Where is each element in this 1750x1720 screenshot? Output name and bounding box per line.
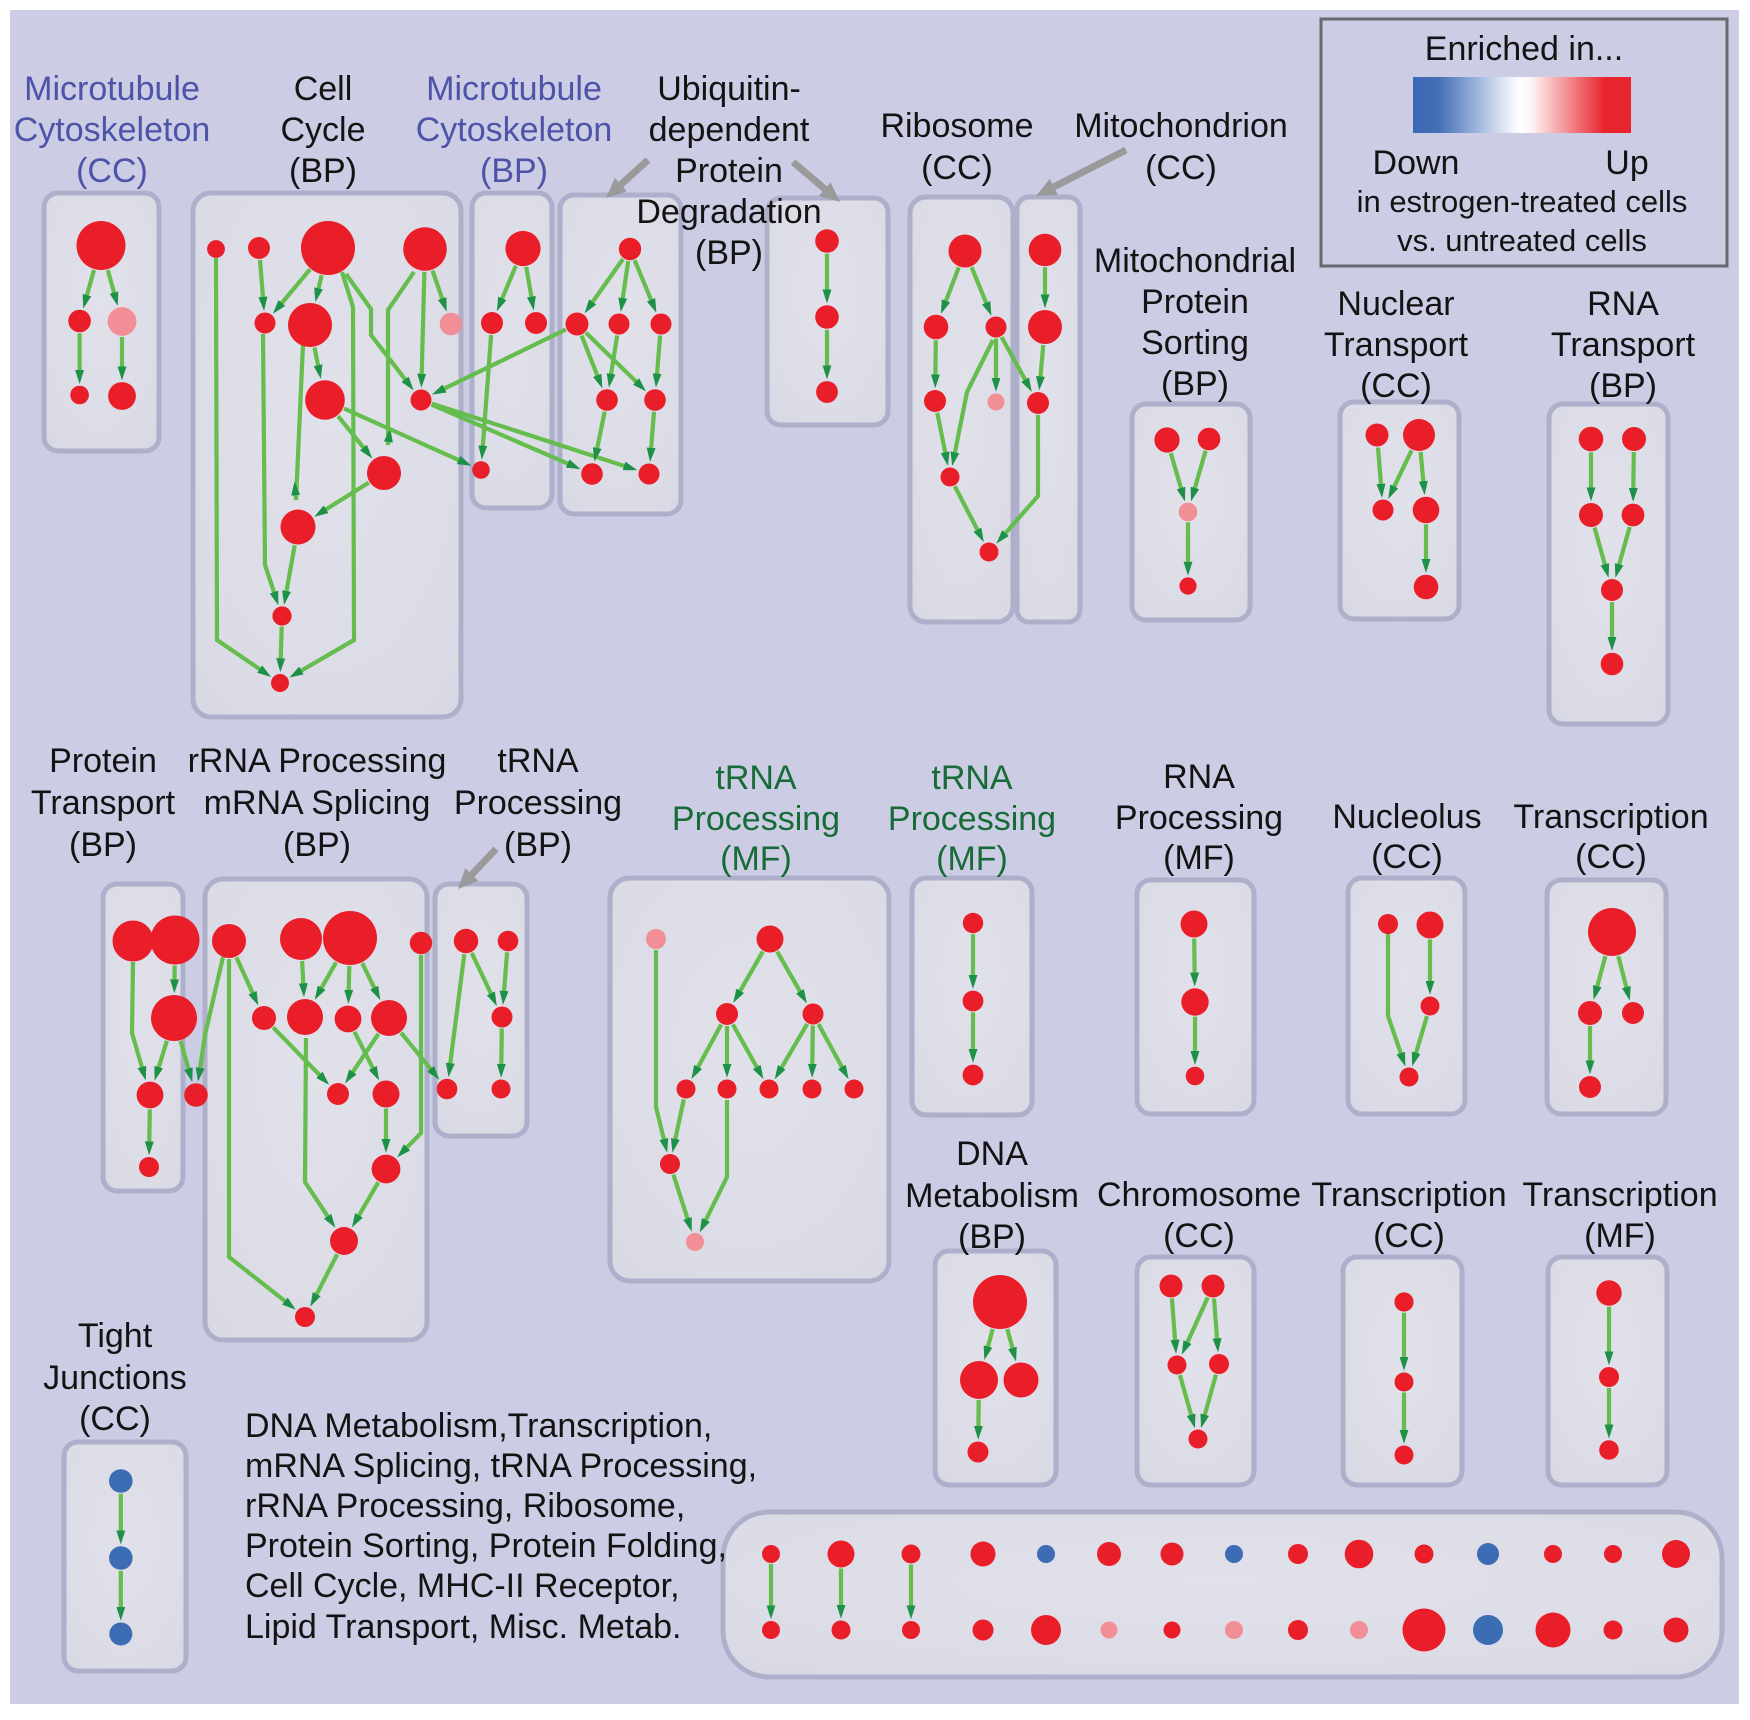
svg-text:Transcription: Transcription xyxy=(1513,798,1708,836)
svg-text:Down: Down xyxy=(1373,144,1460,182)
svg-text:(CC): (CC) xyxy=(1373,1217,1445,1255)
svg-text:Cell: Cell xyxy=(294,70,353,108)
svg-text:tRNA: tRNA xyxy=(497,742,579,780)
svg-text:Processing: Processing xyxy=(1115,799,1283,837)
svg-text:Mitochondrion: Mitochondrion xyxy=(1074,107,1288,145)
svg-text:Transport: Transport xyxy=(1551,326,1696,364)
svg-text:Cytoskeleton: Cytoskeleton xyxy=(416,111,613,149)
svg-text:(BP): (BP) xyxy=(695,234,763,272)
svg-text:Junctions: Junctions xyxy=(43,1359,187,1397)
svg-text:DNA Metabolism,Transcription,: DNA Metabolism,Transcription, xyxy=(245,1407,712,1445)
svg-text:Nuclear: Nuclear xyxy=(1337,285,1454,323)
svg-text:Microtubule: Microtubule xyxy=(24,70,200,108)
svg-text:mRNA Splicing: mRNA Splicing xyxy=(204,784,431,822)
svg-text:Protein: Protein xyxy=(49,742,157,780)
svg-text:(CC): (CC) xyxy=(921,149,993,187)
svg-text:(CC): (CC) xyxy=(1145,149,1217,187)
svg-text:Transport: Transport xyxy=(31,784,176,822)
svg-text:dependent: dependent xyxy=(649,111,810,149)
svg-text:Cytoskeleton: Cytoskeleton xyxy=(14,111,211,149)
svg-text:Mitochondrial: Mitochondrial xyxy=(1094,242,1296,280)
svg-text:Processing: Processing xyxy=(672,800,840,838)
svg-text:Lipid Transport, Misc. Metab.: Lipid Transport, Misc. Metab. xyxy=(245,1608,682,1646)
svg-text:(CC): (CC) xyxy=(79,1400,151,1438)
svg-text:Cell Cycle, MHC-II Receptor,: Cell Cycle, MHC-II Receptor, xyxy=(245,1567,680,1605)
svg-text:(BP): (BP) xyxy=(69,826,137,864)
svg-text:vs. untreated cells: vs. untreated cells xyxy=(1397,223,1647,258)
svg-text:Degradation: Degradation xyxy=(636,193,821,231)
svg-text:tRNA: tRNA xyxy=(931,759,1013,797)
svg-text:Chromosome: Chromosome xyxy=(1097,1176,1301,1214)
svg-text:in estrogen-treated cells: in estrogen-treated cells xyxy=(1357,184,1688,219)
svg-text:(MF): (MF) xyxy=(936,840,1008,878)
svg-text:(BP): (BP) xyxy=(1589,367,1657,405)
svg-text:(MF): (MF) xyxy=(1163,839,1235,877)
svg-text:Transport: Transport xyxy=(1324,326,1469,364)
svg-text:Up: Up xyxy=(1605,144,1648,182)
svg-text:rRNA Processing: rRNA Processing xyxy=(188,742,447,780)
svg-text:mRNA Splicing, tRNA Processing: mRNA Splicing, tRNA Processing, xyxy=(245,1447,757,1485)
svg-text:Microtubule: Microtubule xyxy=(426,70,602,108)
svg-text:Transcription: Transcription xyxy=(1522,1176,1717,1214)
svg-text:(MF): (MF) xyxy=(1584,1217,1656,1255)
svg-text:Protein Sorting, Protein Foldi: Protein Sorting, Protein Folding, xyxy=(245,1527,727,1565)
svg-text:Nucleolus: Nucleolus xyxy=(1332,798,1481,836)
svg-text:RNA: RNA xyxy=(1587,285,1659,323)
svg-text:Sorting: Sorting xyxy=(1141,324,1249,362)
svg-text:(BP): (BP) xyxy=(1161,365,1229,403)
svg-text:(BP): (BP) xyxy=(283,826,351,864)
svg-text:Metabolism: Metabolism xyxy=(905,1177,1079,1215)
svg-text:(CC): (CC) xyxy=(76,152,148,190)
svg-text:(CC): (CC) xyxy=(1360,367,1432,405)
svg-text:Processing: Processing xyxy=(888,800,1056,838)
svg-text:tRNA: tRNA xyxy=(715,759,797,797)
svg-text:Enriched in...: Enriched in... xyxy=(1425,30,1623,68)
svg-text:(BP): (BP) xyxy=(504,826,572,864)
svg-text:Processing: Processing xyxy=(454,784,622,822)
svg-text:(CC): (CC) xyxy=(1575,838,1647,876)
svg-text:(CC): (CC) xyxy=(1371,838,1443,876)
svg-text:Ribosome: Ribosome xyxy=(880,107,1033,145)
svg-text:DNA: DNA xyxy=(956,1135,1028,1173)
svg-text:(CC): (CC) xyxy=(1163,1217,1235,1255)
svg-text:Protein: Protein xyxy=(1141,283,1249,321)
svg-text:Transcription: Transcription xyxy=(1311,1176,1506,1214)
svg-text:Tight: Tight xyxy=(78,1317,153,1355)
svg-text:(BP): (BP) xyxy=(958,1218,1026,1256)
svg-text:Protein: Protein xyxy=(675,152,783,190)
svg-text:Cycle: Cycle xyxy=(280,111,365,149)
svg-text:(BP): (BP) xyxy=(289,152,357,190)
svg-text:rRNA Processing, Ribosome,: rRNA Processing, Ribosome, xyxy=(245,1487,685,1525)
svg-text:Ubiquitin-: Ubiquitin- xyxy=(657,70,801,108)
svg-text:(BP): (BP) xyxy=(480,152,548,190)
svg-text:RNA: RNA xyxy=(1163,758,1235,796)
svg-text:(MF): (MF) xyxy=(720,840,792,878)
